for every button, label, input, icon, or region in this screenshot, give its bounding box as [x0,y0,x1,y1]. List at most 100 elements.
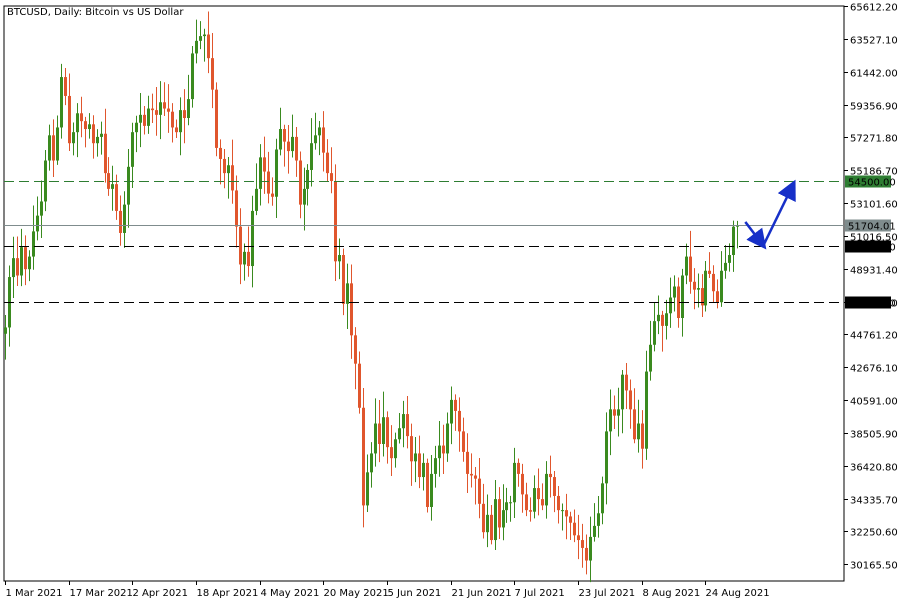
candle-body [633,409,636,440]
candle-body [517,462,520,474]
candle-body [107,173,110,189]
candle-body [549,473,552,478]
candle-body [617,409,620,416]
candle-body [410,436,413,462]
candle-body [382,417,385,444]
candle-body [139,114,142,123]
candle-body [255,188,258,211]
candle-body [597,513,600,526]
candle-body [4,327,7,334]
candle-body [215,89,218,148]
candle-body [724,262,727,271]
candle-body [613,409,616,416]
candle-body [641,423,644,449]
candle-body [123,204,126,233]
candle-body [605,431,608,484]
y-tick-label: 42676.10 [850,364,898,375]
candle-body [513,462,516,503]
candle-body [195,40,198,54]
y-tick-label: 57271.80 [850,134,898,145]
candle-body [100,133,103,137]
candle-body [76,113,79,133]
candle-body [486,514,489,533]
x-tick-label: 5 Jun 2021 [388,588,442,599]
candle-body [533,488,536,512]
candle-body [362,407,365,506]
candle-body [151,108,154,111]
y-tick-label: 32250.60 [850,528,898,539]
y-tick-label: 51016.50 [850,233,898,244]
candle-body [322,127,325,153]
candle-body [402,414,405,429]
candle-body [223,158,226,174]
candle-body [187,99,190,119]
x-tick-label: 24 Aug 2021 [706,588,770,599]
candle-body [342,255,345,304]
candle-body [374,423,377,454]
candle-body [271,193,274,197]
candle-body [685,256,688,276]
candle-body [593,525,596,537]
candle-body [653,321,656,345]
candle-body [541,499,544,506]
y-tick-label: 61442.00 [850,69,898,80]
candle-body [732,226,735,256]
candle-body [291,136,294,152]
projection-arrow [744,221,767,250]
candle-body [346,283,349,304]
candle-body [498,499,501,528]
candle-body [557,495,560,511]
grid-layer [3,5,845,582]
candle-body [84,121,87,130]
candle-body [358,363,361,408]
candle-body [386,417,389,448]
candle-body [370,453,373,473]
candle-body [581,540,584,548]
candle-body [199,36,202,41]
candle-body [728,255,731,263]
candle-body [72,132,75,144]
level-label-bg [845,219,891,232]
candle-body [203,34,206,37]
x-tick-label: 20 May 2021 [324,588,389,599]
candle-body [657,314,660,322]
candle-body [211,58,214,90]
candle-body [183,110,186,119]
candle-body [16,258,19,276]
candle-body [104,133,107,174]
candle-layer [4,11,739,583]
candle-body [303,188,306,205]
candle-body [354,335,357,364]
x-tick-label: 8 Aug 2021 [643,588,701,599]
projection-arrow [762,179,796,247]
candle-body [502,510,505,528]
candle-body [434,458,437,474]
plot-frame [3,5,845,582]
candle-body [96,136,99,144]
candle-body [697,288,700,290]
candle-body [712,273,715,292]
candle-body [68,95,71,144]
candle-body [629,390,632,410]
candle-body [390,447,393,459]
y-tick-label: 53101.60 [850,200,898,211]
x-tick-label: 2 Apr 2021 [133,588,188,599]
candle-body [478,478,481,504]
candle-body [243,251,246,265]
candle-body [490,514,493,541]
level-label-bg [845,296,891,309]
candle-body [637,423,640,440]
candle-body [446,423,449,454]
x-tick-label: 23 Jul 2021 [579,588,636,599]
candle-body [561,510,564,512]
candle-body [565,510,568,517]
candle-body [378,423,381,444]
y-tick-label: 40591.00 [850,397,898,408]
candle-body [12,258,15,278]
y-tick-label: 48931.40 [850,266,898,277]
candle-body [235,190,238,227]
candle-body [334,180,337,262]
candle-body [80,113,83,122]
candle-body [366,472,369,506]
candle-body [350,283,353,336]
